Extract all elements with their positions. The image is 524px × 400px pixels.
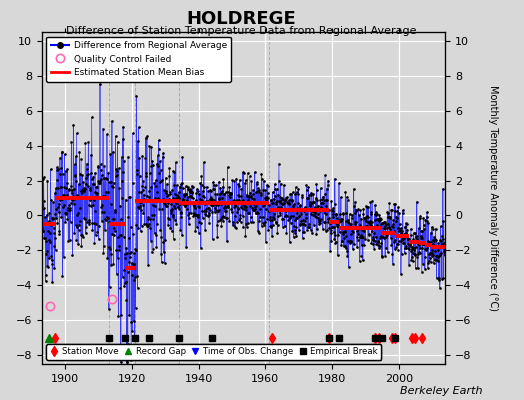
Text: Difference of Station Temperature Data from Regional Average: Difference of Station Temperature Data f…: [66, 26, 416, 36]
Text: Berkeley Earth: Berkeley Earth: [400, 386, 482, 396]
Legend: Station Move, Record Gap, Time of Obs. Change, Empirical Break: Station Move, Record Gap, Time of Obs. C…: [46, 344, 381, 360]
Text: HOLDREGE: HOLDREGE: [186, 10, 296, 28]
Y-axis label: Monthly Temperature Anomaly Difference (°C): Monthly Temperature Anomaly Difference (…: [488, 85, 498, 311]
